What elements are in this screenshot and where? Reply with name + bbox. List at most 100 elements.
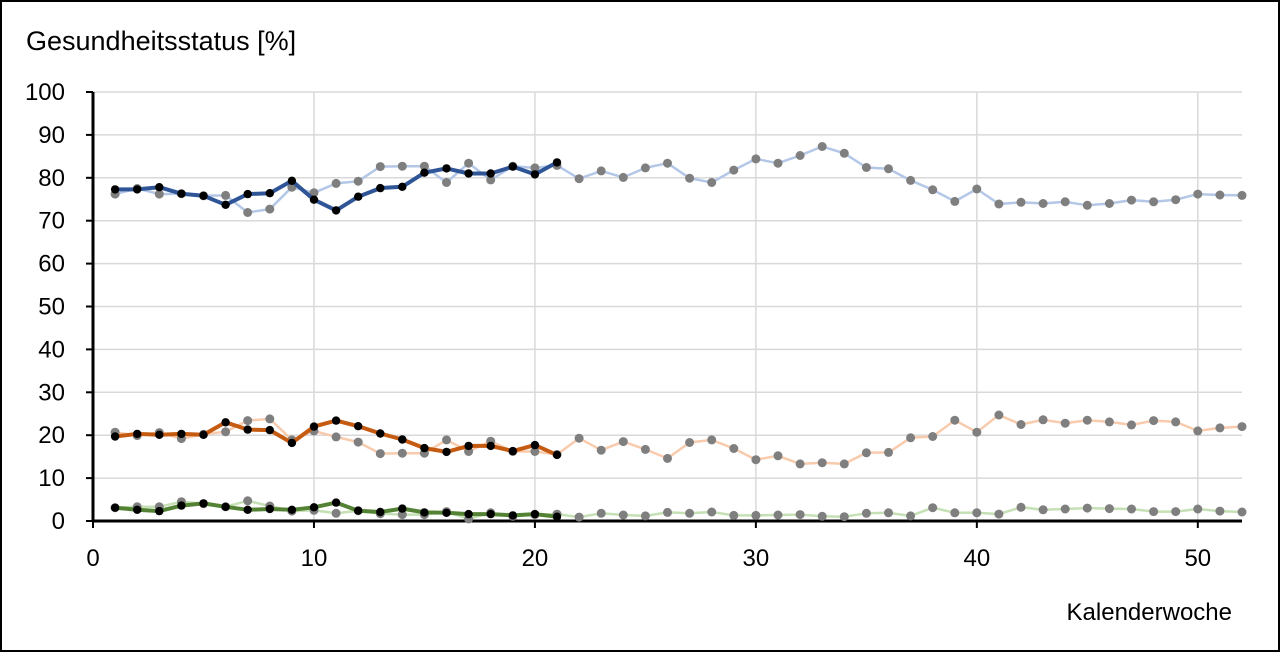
data-point-green_prev <box>795 510 805 520</box>
data-point-orange_prev <box>442 435 451 445</box>
data-point-blue_prev <box>663 158 672 168</box>
data-point-green_prev <box>1104 504 1114 514</box>
data-point-green_prev <box>1016 502 1026 512</box>
data-point-blue_prev <box>1016 197 1026 207</box>
data-point-orange_current <box>177 429 186 439</box>
data-point-green_current <box>530 509 540 519</box>
data-point-green_current <box>221 502 230 511</box>
series-points <box>110 158 562 521</box>
data-point-green_current <box>464 509 473 519</box>
y-tick-label: 10 <box>38 465 65 492</box>
data-point-blue_prev <box>884 164 893 174</box>
data-point-green_current <box>155 506 164 516</box>
data-point-green_prev <box>640 511 650 521</box>
data-point-green_current <box>110 503 120 512</box>
data-point-green_current <box>133 505 142 514</box>
data-point-blue_prev <box>729 165 739 175</box>
data-point-blue_current <box>287 176 297 185</box>
data-point-green_prev <box>906 511 916 521</box>
data-point-blue_prev <box>1104 199 1114 208</box>
data-point-blue_prev <box>1127 195 1136 205</box>
data-point-blue_prev <box>1082 200 1092 210</box>
y-axis-title: Gesundheitsstatus [%] <box>26 26 296 56</box>
x-tick-label: 10 <box>301 545 328 572</box>
data-point-blue_prev <box>1215 190 1225 200</box>
data-point-blue_prev <box>265 204 275 214</box>
data-point-green_prev <box>994 509 1004 519</box>
data-point-orange_current <box>420 443 429 453</box>
data-point-blue_prev <box>972 184 982 194</box>
data-point-green_current <box>331 498 341 507</box>
data-point-green_prev <box>685 508 695 518</box>
data-point-green_current <box>376 507 385 517</box>
data-point-green_current <box>508 511 517 520</box>
data-point-blue_prev <box>618 172 628 182</box>
data-point-green_prev <box>1215 506 1225 516</box>
data-point-orange_prev <box>1149 416 1159 426</box>
data-point-orange_prev <box>795 459 805 469</box>
data-point-blue_prev <box>817 142 827 151</box>
data-point-green_prev <box>1038 505 1048 515</box>
data-point-green_current <box>420 508 429 517</box>
data-point-green_current <box>552 512 562 521</box>
x-tick-label: 50 <box>1184 545 1211 572</box>
data-point-blue_prev <box>464 158 474 168</box>
data-point-green_prev <box>1149 507 1159 517</box>
data-point-blue_prev <box>574 174 584 184</box>
data-point-orange_prev <box>331 432 341 442</box>
data-point-orange_prev <box>375 449 385 459</box>
data-point-orange_prev <box>928 432 938 441</box>
data-point-orange_prev <box>265 414 275 424</box>
data-point-green_current <box>199 499 208 508</box>
data-point-orange_current <box>110 432 120 441</box>
data-point-blue_prev <box>1038 199 1048 208</box>
data-point-blue_current <box>464 169 473 178</box>
y-tick-label: 50 <box>38 294 65 321</box>
data-point-blue_prev <box>221 190 231 200</box>
data-point-orange_prev <box>994 410 1004 420</box>
data-point-orange_prev <box>663 453 672 463</box>
data-point-orange_prev <box>397 448 407 458</box>
series-line-blue_prev <box>113 145 1244 214</box>
data-point-orange_prev <box>574 433 584 443</box>
x-tick-label: 0 <box>86 545 99 572</box>
data-point-green_current <box>442 508 451 517</box>
y-tick-label: 0 <box>52 508 65 535</box>
data-point-blue_prev <box>685 173 695 183</box>
data-point-green_prev <box>729 510 739 520</box>
data-point-green_prev <box>839 512 849 522</box>
data-point-orange_prev <box>1104 417 1114 427</box>
data-point-blue_current <box>530 170 540 179</box>
data-point-blue_prev <box>1060 197 1070 207</box>
data-point-orange_prev <box>751 455 761 465</box>
x-axis-title: Kalenderwoche <box>1067 599 1232 626</box>
data-point-orange_current <box>376 429 385 438</box>
data-point-green_current <box>177 501 186 510</box>
series-line-green_prev <box>113 499 1244 521</box>
data-point-orange_current <box>199 430 208 439</box>
data-point-orange_current <box>331 416 341 425</box>
data-point-green_current <box>354 506 363 515</box>
data-point-blue_current <box>398 182 407 191</box>
data-point-green_prev <box>618 510 628 520</box>
data-point-orange_prev <box>906 433 916 443</box>
data-point-green_prev <box>707 507 717 517</box>
data-point-blue_prev <box>950 196 960 206</box>
x-tick-label: 30 <box>743 545 770 572</box>
data-point-orange_current <box>464 441 473 451</box>
data-point-orange_prev <box>884 447 893 457</box>
data-point-blue_prev <box>751 154 761 164</box>
data-point-blue_current <box>133 185 142 194</box>
data-point-blue_prev <box>640 163 650 173</box>
data-point-green_prev <box>596 508 606 518</box>
data-point-orange_prev <box>530 447 540 456</box>
data-point-blue_prev <box>928 185 938 195</box>
data-point-green_prev <box>1082 503 1092 513</box>
data-point-orange_current <box>442 447 451 457</box>
tick-labels: 0 10 20 30 40 50 60 70 80 90 100 0 10 20 30 40 50 <box>25 79 1211 572</box>
data-point-green_current <box>309 503 319 512</box>
data-point-orange_prev <box>1127 420 1136 430</box>
data-point-orange_prev <box>1193 426 1203 436</box>
